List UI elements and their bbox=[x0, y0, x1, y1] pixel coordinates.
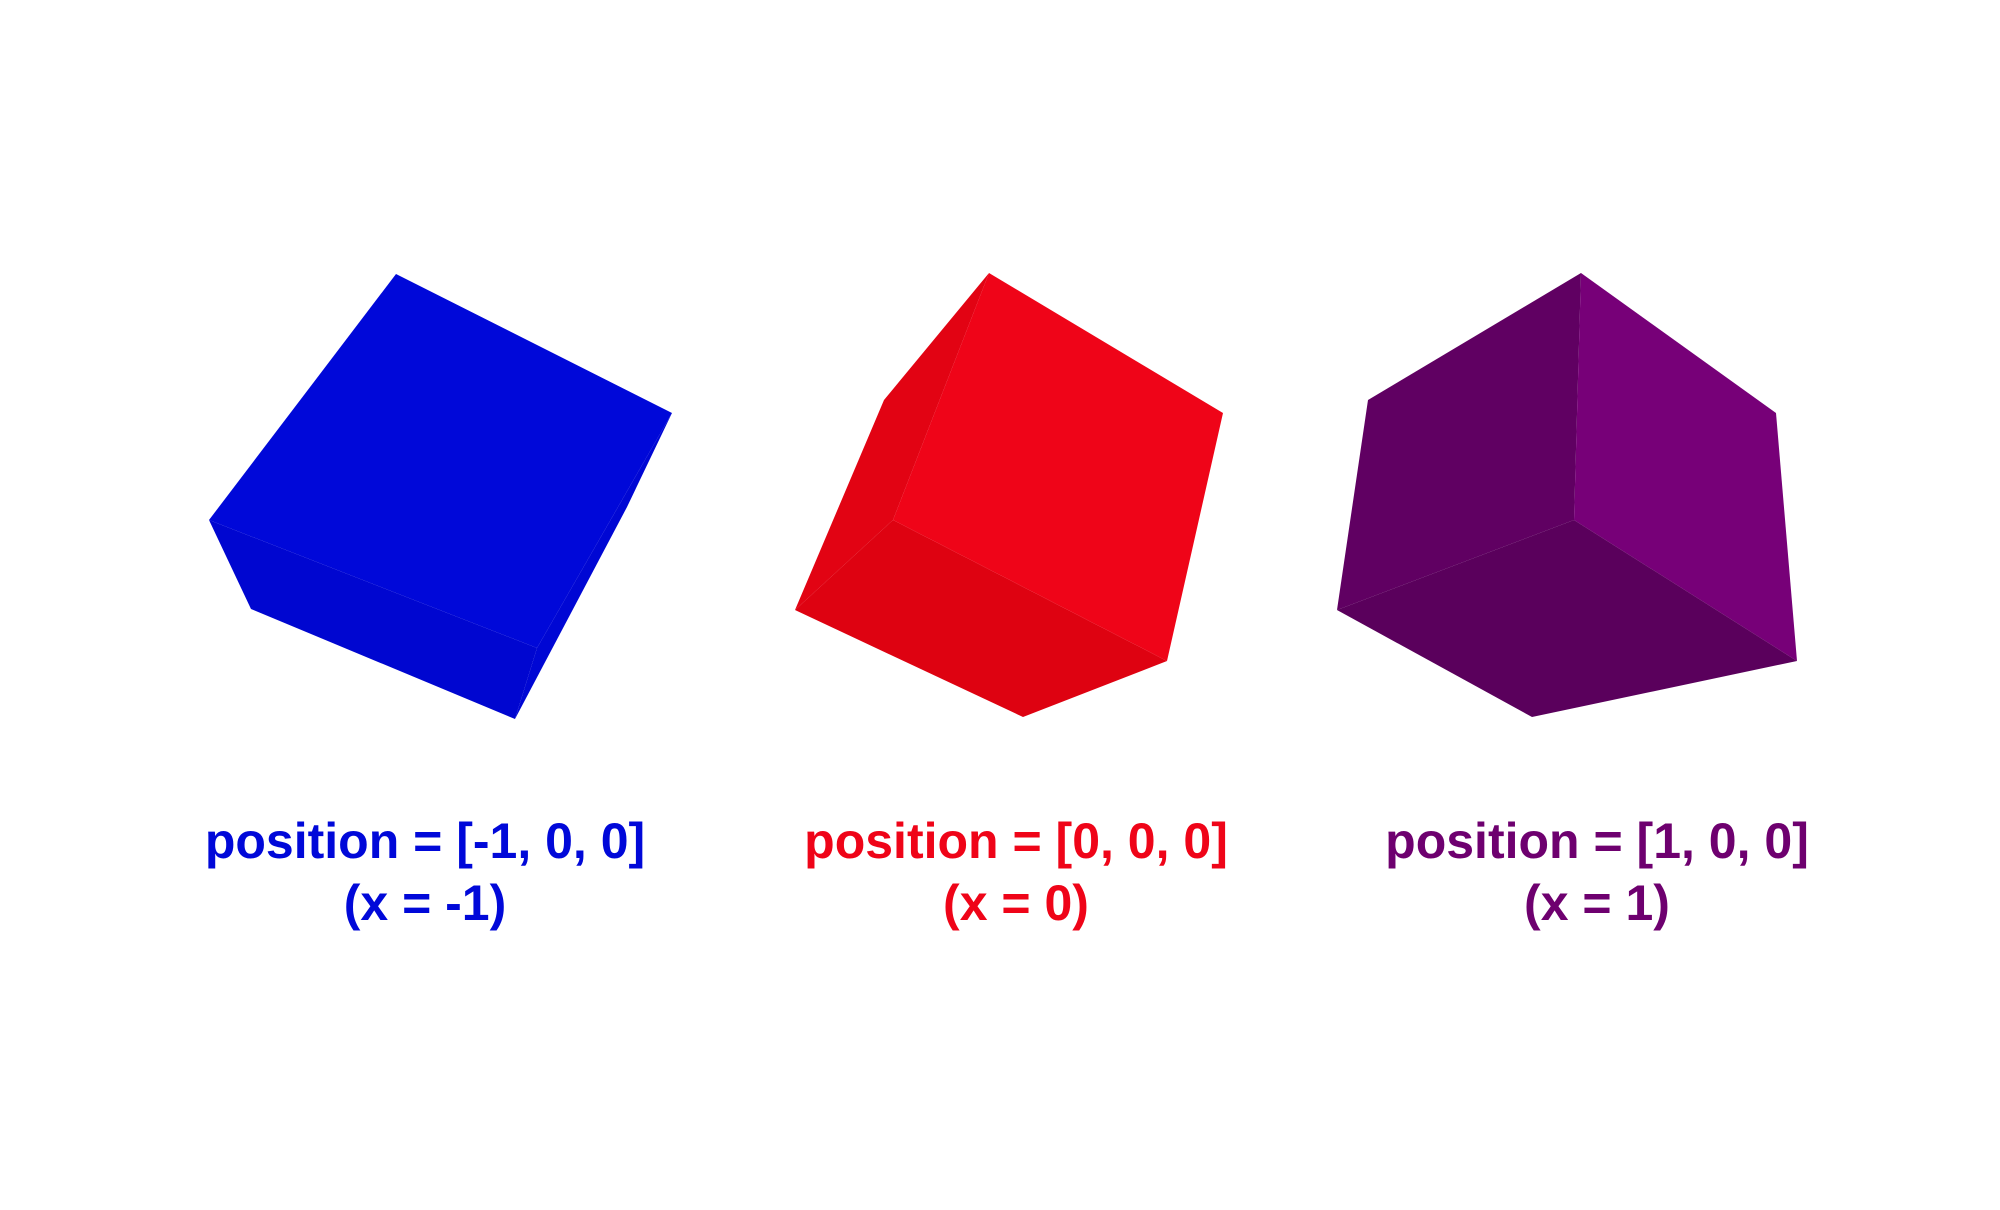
cube-right-face-right bbox=[1574, 273, 1797, 661]
caption-right: position = [1, 0, 0] (x = 1) bbox=[1297, 810, 1897, 934]
caption-left: position = [-1, 0, 0] (x = -1) bbox=[125, 810, 725, 934]
caption-right-position: position = [1, 0, 0] bbox=[1385, 813, 1809, 869]
cube-left-face-front bbox=[209, 274, 672, 648]
caption-left-position: position = [-1, 0, 0] bbox=[204, 813, 646, 869]
cube-center bbox=[795, 273, 1223, 717]
cube-center-face-bottom bbox=[795, 520, 1167, 717]
cube-left bbox=[209, 274, 672, 719]
caption-center: position = [0, 0, 0] (x = 0) bbox=[716, 810, 1316, 934]
cube-left-face-bottom bbox=[209, 520, 537, 719]
caption-center-x: (x = 0) bbox=[943, 875, 1089, 931]
cube-left-face-right bbox=[515, 413, 672, 719]
cube-right bbox=[1337, 273, 1797, 717]
cube-right-face-left bbox=[1337, 273, 1581, 610]
cube-right-face-bottom bbox=[1337, 520, 1797, 717]
caption-center-position: position = [0, 0, 0] bbox=[804, 813, 1228, 869]
caption-right-x: (x = 1) bbox=[1524, 875, 1670, 931]
cube-center-face-front bbox=[893, 273, 1223, 661]
cube-center-face-left bbox=[795, 273, 989, 610]
caption-left-x: (x = -1) bbox=[343, 875, 507, 931]
